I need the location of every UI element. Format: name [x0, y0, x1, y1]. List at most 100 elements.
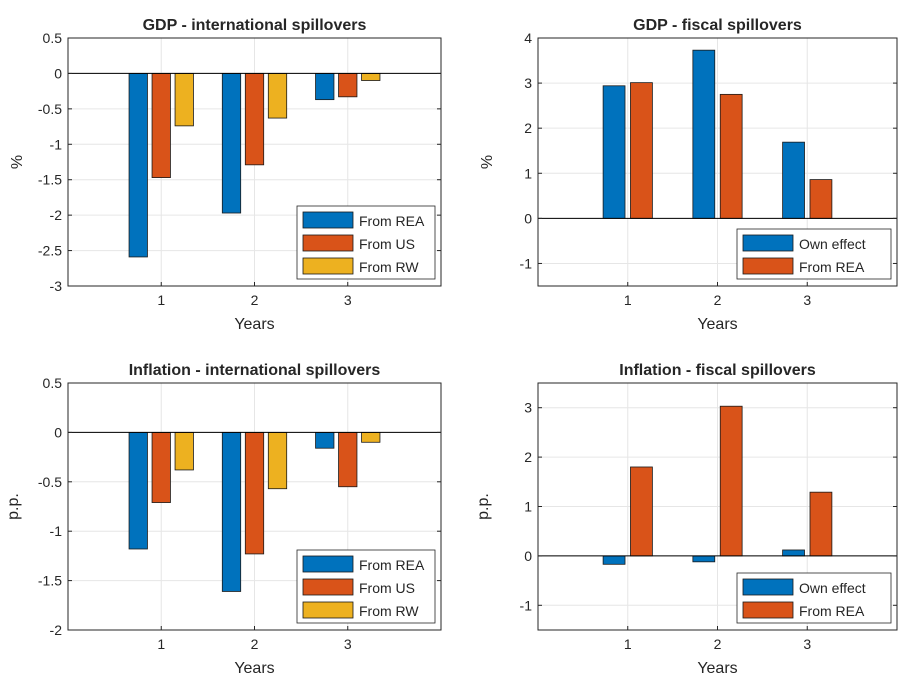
chart-panel-2: -1 0 1 2 3 4 1 2 3 GDP - fiscal spillovers Years% O…: [479, 17, 898, 333]
legend-swatch: [742, 257, 794, 275]
x-tick-label: 3: [803, 636, 811, 652]
legend-label: From US: [359, 580, 415, 596]
y-tick-label: 1: [524, 165, 532, 181]
y-tick-label: -0.5: [38, 101, 62, 117]
legend-label: From RW: [359, 603, 419, 619]
x-tick-label: 3: [344, 636, 352, 652]
bar-from-us-year-2: [244, 73, 265, 166]
x-tick-label: 3: [344, 292, 352, 308]
bar-from-us-year-3: [338, 431, 358, 488]
bar-from-rw-year-3: [361, 431, 381, 443]
legend-swatch: [742, 234, 794, 252]
bar-from-rea-year-2: [719, 93, 743, 219]
y-axis-label: %: [479, 155, 496, 169]
legend-label: From REA: [799, 603, 865, 619]
bar-from-rw-year-2: [267, 431, 288, 490]
bar-from-rea-year-2: [719, 405, 743, 557]
x-tick-label: 1: [624, 636, 632, 652]
chart-panel-1: -3 -2.5 -2 -1.5 -1 -0.5 0 0.5 1 2 3 GDP - internati…: [9, 17, 442, 333]
y-tick-label: -1.5: [38, 172, 62, 188]
legend-swatch: [742, 578, 794, 596]
bar-from-us-year-1: [151, 73, 171, 178]
x-tick-label: 2: [251, 636, 259, 652]
legend-swatch: [302, 211, 354, 229]
legend-swatch: [302, 555, 354, 573]
legend-swatch: [302, 601, 354, 619]
legend-label: Own effect: [799, 236, 866, 252]
y-tick-label: -1: [520, 255, 533, 271]
y-tick-label: 0: [54, 424, 62, 440]
x-axis-label: Years: [234, 660, 274, 677]
bar-own-effect-year-2: [692, 49, 716, 219]
bar-from-us-year-3: [338, 73, 358, 98]
x-tick-label: 2: [714, 636, 722, 652]
chart-title: GDP - international spillovers: [143, 17, 367, 34]
bar-from-rea-year-3: [809, 179, 833, 219]
y-tick-label: -1: [520, 597, 533, 613]
bar-from-rea-year-1: [128, 73, 148, 258]
legend-label: From REA: [799, 259, 865, 275]
y-tick-label: -2: [50, 622, 63, 638]
y-tick-label: -2.5: [38, 243, 62, 259]
bar-from-rea-year-3: [315, 431, 335, 449]
y-tick-label: 1: [524, 499, 532, 515]
y-tick-label: -0.5: [38, 474, 62, 490]
legend: From REA From US From RW: [296, 549, 436, 624]
legend-label: From US: [359, 236, 415, 252]
bar-own-effect-year-1: [602, 555, 626, 565]
legend-swatch: [302, 234, 354, 252]
y-axis-label: p.p.: [5, 493, 22, 520]
bar-from-rea-year-2: [221, 431, 242, 592]
y-tick-label: 2: [524, 449, 532, 465]
legend-label: From REA: [359, 213, 425, 229]
x-axis-label: Years: [697, 316, 737, 333]
y-tick-label: -1: [50, 523, 63, 539]
legend: Own effect From REA: [736, 572, 892, 624]
y-tick-label: 2: [524, 120, 532, 136]
y-tick-label: 0.5: [43, 30, 63, 46]
legend-label: Own effect: [799, 580, 866, 596]
legend: From REA From US From RW: [296, 205, 436, 280]
bar-own-effect-year-3: [782, 141, 805, 219]
y-tick-label: 4: [524, 30, 532, 46]
y-tick-label: -2: [50, 207, 63, 223]
x-tick-label: 2: [714, 292, 722, 308]
bar-from-rw-year-1: [174, 431, 194, 471]
chart-title: Inflation - international spillovers: [129, 362, 381, 379]
bar-from-rw-year-3: [361, 73, 381, 81]
y-tick-label: 0.5: [43, 375, 63, 391]
y-tick-label: 3: [524, 400, 532, 416]
bar-from-rea-year-1: [630, 82, 653, 219]
x-axis-label: Years: [697, 660, 737, 677]
bar-from-us-year-1: [151, 431, 171, 503]
bar-from-us-year-2: [244, 431, 265, 555]
x-axis-label: Years: [234, 316, 274, 333]
bar-from-rea-year-3: [315, 73, 335, 101]
x-tick-label: 2: [251, 292, 259, 308]
bar-own-effect-year-1: [602, 85, 626, 219]
bar-own-effect-year-2: [692, 555, 716, 563]
chart-title: GDP - fiscal spillovers: [633, 17, 802, 34]
legend: Own effect From REA: [736, 228, 892, 280]
y-axis-label: p.p.: [475, 493, 492, 520]
bar-own-effect-year-3: [782, 549, 805, 557]
y-tick-label: -3: [50, 278, 63, 294]
y-tick-label: -1.5: [38, 573, 62, 589]
y-axis-label: %: [9, 155, 26, 169]
y-tick-label: 0: [524, 548, 532, 564]
y-tick-label: 3: [524, 75, 532, 91]
legend-swatch: [302, 578, 354, 596]
x-tick-label: 3: [803, 292, 811, 308]
chart-panel-4: -1 0 1 2 3 1 2 3 Inflation - fiscal spillovers Ye…: [475, 362, 898, 677]
bar-from-rea-year-1: [128, 431, 148, 550]
legend-swatch: [302, 257, 354, 275]
legend-label: From REA: [359, 557, 425, 573]
x-tick-label: 1: [624, 292, 632, 308]
bar-from-rw-year-2: [267, 73, 288, 119]
bar-from-rea-year-3: [809, 491, 833, 557]
bar-from-rea-year-2: [221, 73, 242, 214]
bar-from-rw-year-1: [174, 73, 194, 127]
chart-title: Inflation - fiscal spillovers: [619, 362, 816, 379]
x-tick-label: 1: [157, 636, 165, 652]
